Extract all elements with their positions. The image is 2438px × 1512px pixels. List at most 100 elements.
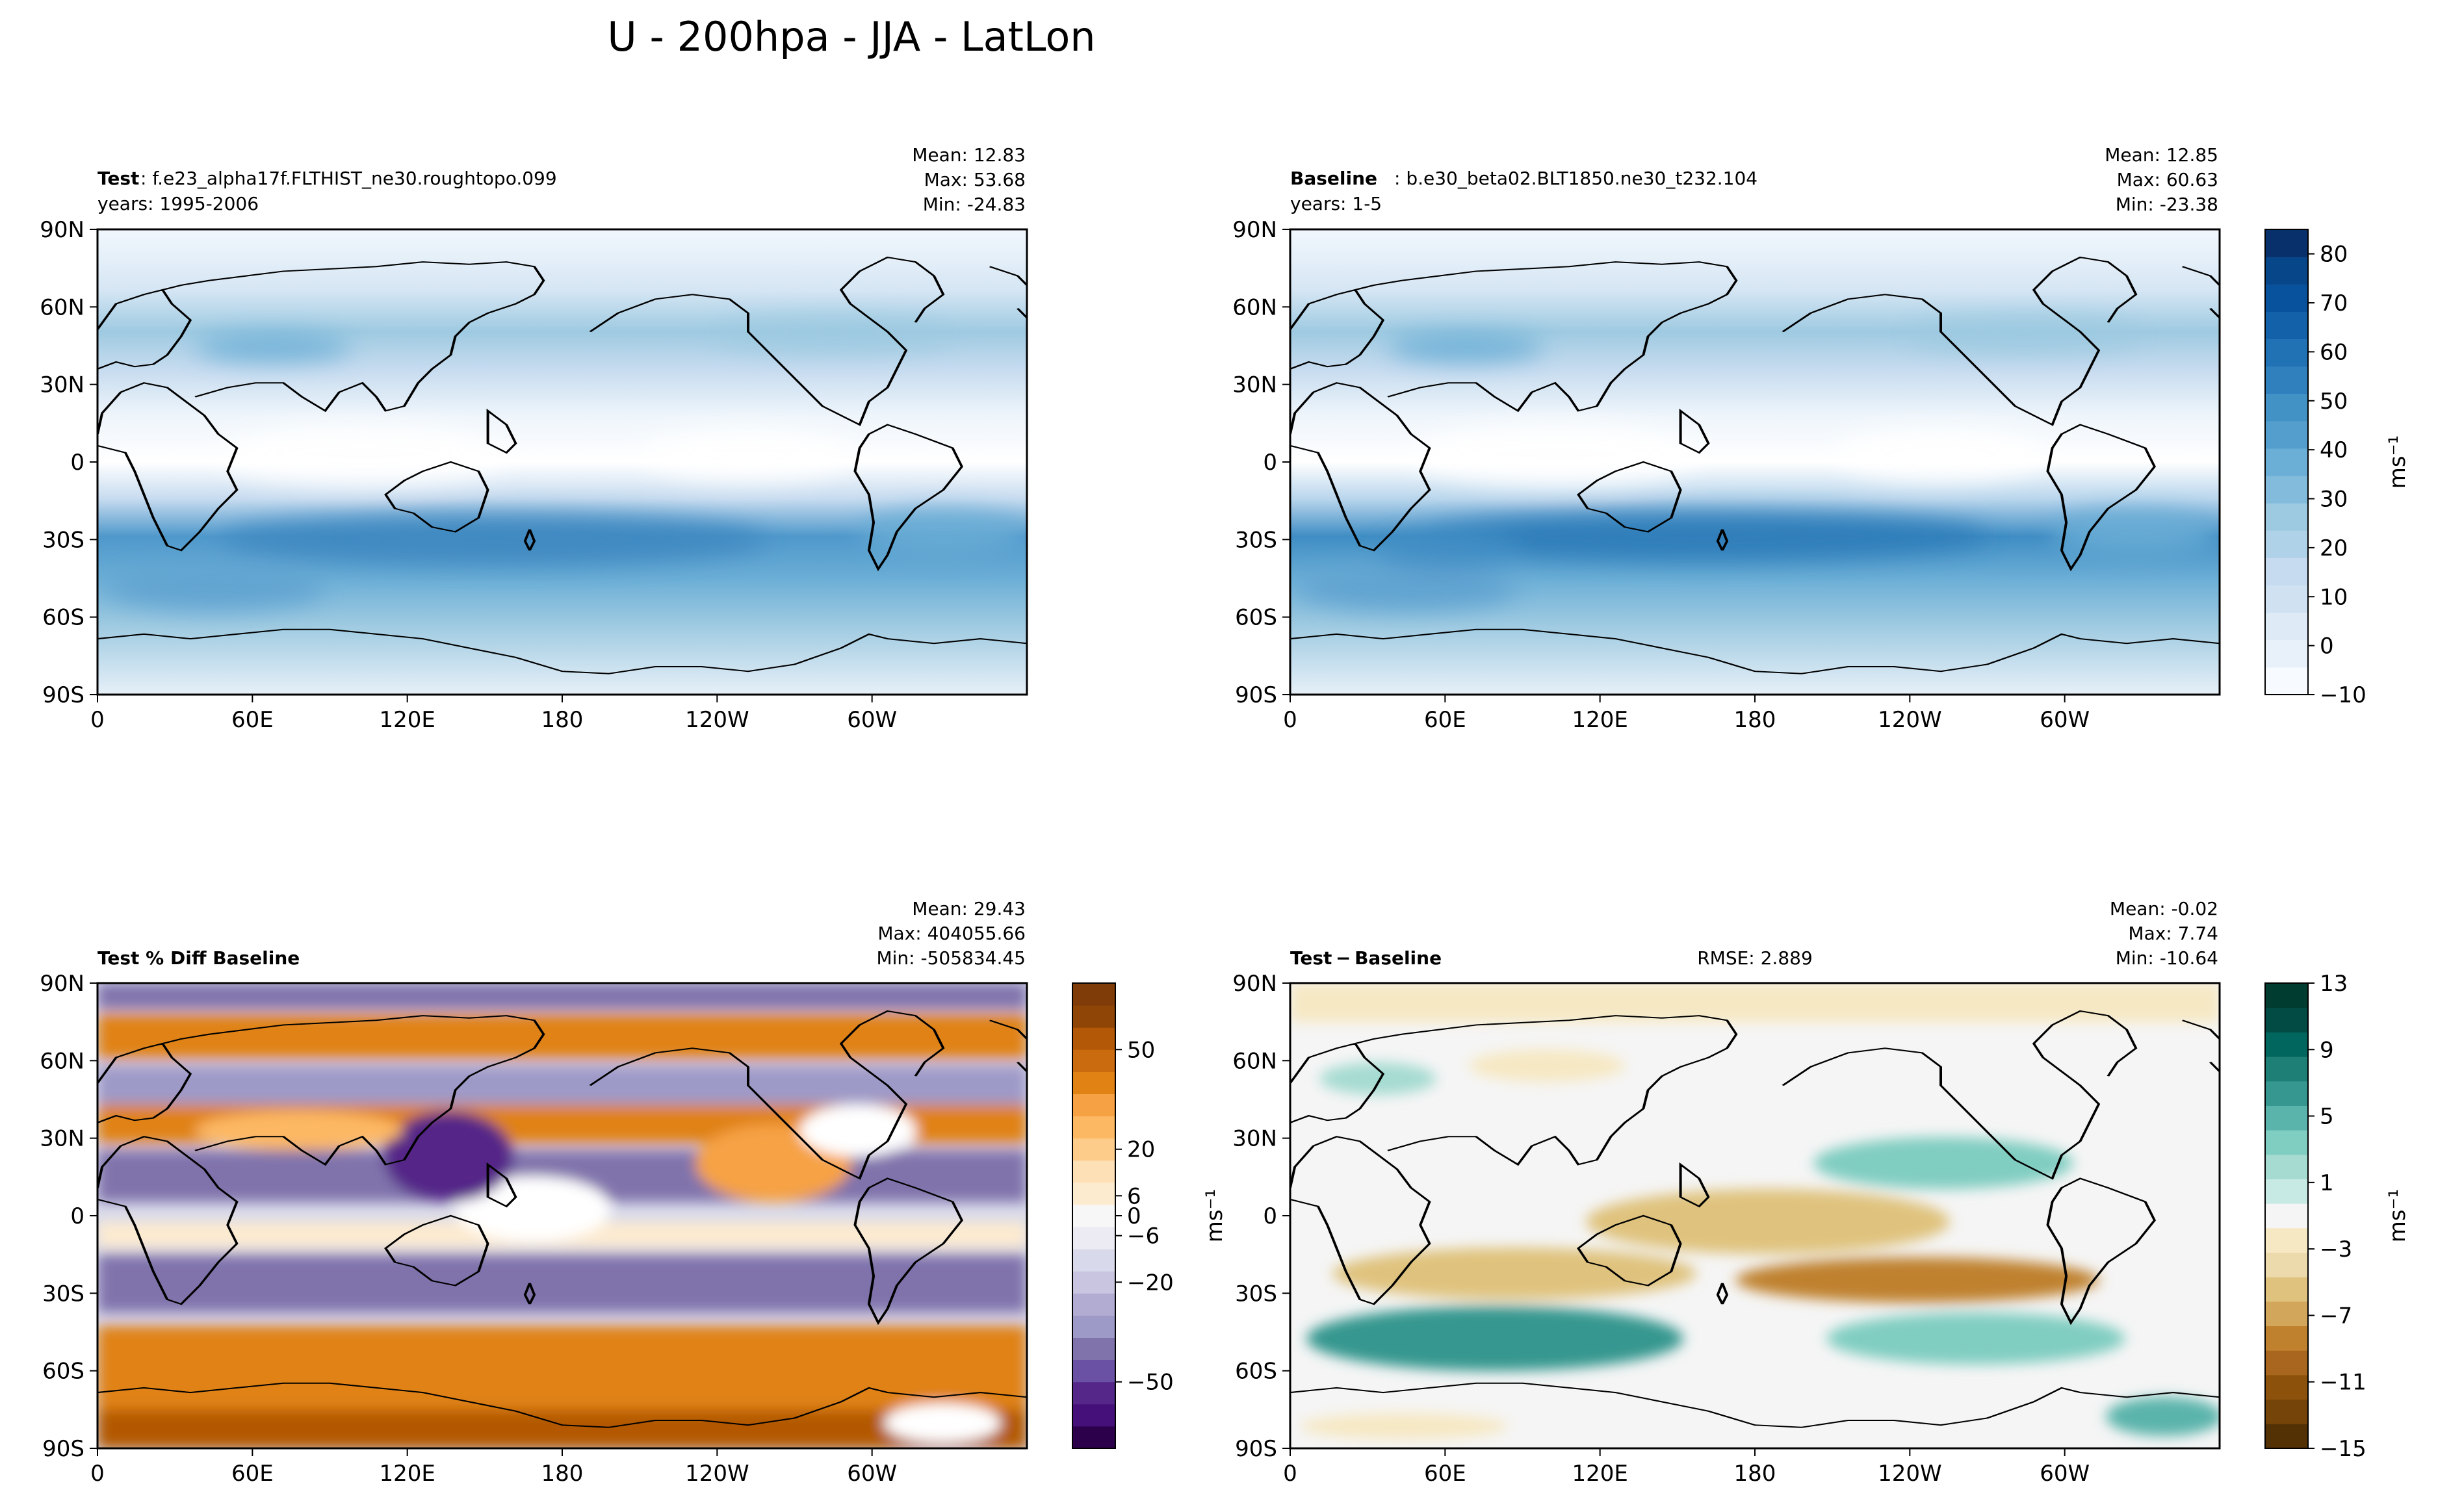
- panel-diff-rmse: RMSE: 2.889: [1697, 947, 1813, 969]
- y-tick-label: 30S: [42, 527, 84, 553]
- y-tick-label: 60N: [40, 1048, 84, 1074]
- panel-baseline-years: years: 1-5: [1290, 193, 1382, 214]
- colorbar-segment: [2265, 530, 2308, 558]
- colorbar-tick-label: 80: [2320, 242, 2348, 268]
- panel-diff-axes: 0 60E 120E 180 120W 60W 90N 60N 30N 0 30S 60S 90S: [1232, 971, 2090, 1487]
- y-tick-label: 60N: [40, 294, 84, 320]
- colorbar-segment: [1072, 1271, 1115, 1294]
- colorbar-tick-label: 30: [2320, 487, 2348, 513]
- panel-diff: Test − Baseline RMSE: 2.889 Mean: -0.02 …: [1232, 898, 2221, 1487]
- colorbar-segment: [2265, 667, 2308, 695]
- panel-pctdiff-axes: 0 60E 120E 180 120W 60W 90N 60N 30N 0 30S 60S 90S: [40, 971, 897, 1487]
- colorbar-tick-label: 40: [2320, 437, 2348, 463]
- panel-pctdiff: Test % Diff Baseline Mean: 29.43 Max: 40…: [40, 898, 1028, 1487]
- colorbar-segment: [1072, 1315, 1115, 1339]
- x-tick-label: 120W: [1878, 1461, 1942, 1487]
- colorbar-segment: [1072, 1116, 1115, 1139]
- colorbar-segment: [1072, 983, 1115, 1006]
- colorbar-segment: [2265, 284, 2308, 312]
- colorbar-segment: [1072, 1359, 1115, 1383]
- colorbar-segment: [1072, 1337, 1115, 1361]
- colorbar-segment: [2265, 1350, 2308, 1376]
- colorbar-segment: [1072, 1227, 1115, 1249]
- colorbar-tick-label: −3: [2320, 1237, 2352, 1262]
- x-tick-label: 60W: [847, 707, 897, 733]
- panel-test-mean: Mean: 12.83: [912, 144, 1026, 166]
- colorbar-segment: [1072, 1005, 1115, 1028]
- x-tick-label: 0: [1283, 1461, 1297, 1487]
- colorbar-tick-label: 9: [2320, 1037, 2334, 1063]
- y-tick-label: 30N: [40, 372, 84, 398]
- colorbar-label: ms⁻¹: [2385, 1189, 2411, 1242]
- x-tick-label: 180: [541, 1461, 584, 1487]
- panel-test-years: years: 1995-2006: [97, 193, 259, 214]
- panel-test-jet-core-sh: [221, 513, 767, 565]
- panel-pctdiff-max: Max: 404055.66: [877, 923, 1026, 944]
- colorbar-segment: [1072, 1027, 1115, 1050]
- x-tick-label: 60W: [2040, 707, 2090, 733]
- x-tick-label: 120E: [1572, 1461, 1627, 1487]
- y-tick-label: 90N: [1232, 217, 1277, 243]
- y-tick-label: 30S: [1235, 527, 1277, 553]
- panel-baseline-mean: Mean: 12.85: [2105, 144, 2218, 166]
- colorbar-tick-label: −11: [2320, 1370, 2367, 1396]
- panel-diff-min: Min: -10.64: [2116, 947, 2218, 969]
- panel-test-min: Min: -24.83: [923, 194, 1026, 215]
- y-tick-label: 30N: [40, 1126, 84, 1152]
- panel-test-title-text: : f.e23_alpha17f.FLTHIST_ne30.roughtopo.…: [140, 168, 557, 189]
- colorbar-segment: [1072, 1381, 1115, 1405]
- panel-test-axes: 0 60E 120E 180 120W 60W 90N 60N 30N 0 30S 60S 90S: [40, 217, 897, 733]
- colorbar-tick-label: −6: [1127, 1224, 1160, 1249]
- y-tick-label: 60S: [42, 1359, 84, 1385]
- colorbar-segment: [2265, 983, 2308, 1008]
- colorbar-tick-label: 50: [1127, 1037, 1155, 1063]
- panel-test-title-bold: Test: [97, 168, 139, 189]
- colorbar-tick-label: 1: [2320, 1170, 2334, 1196]
- y-tick-label: 60N: [1232, 294, 1277, 320]
- y-tick-label: 90N: [40, 217, 84, 243]
- colorbar-segment: [1072, 1182, 1115, 1205]
- colorbar-segment: [2265, 339, 2308, 367]
- panel-pctdiff-title: Test % Diff Baseline: [97, 947, 300, 969]
- panel-baseline: Baseline : b.e30_beta02.BLT1850.ne30_t23…: [1232, 144, 2221, 733]
- x-tick-label: 120W: [685, 707, 749, 733]
- colorbar-puor: 50 20 60−6 −20 −50 ms⁻¹: [1072, 982, 1228, 1449]
- colorbar-segment: [1072, 1138, 1115, 1161]
- colorbar-segment: [2265, 1057, 2308, 1082]
- x-tick-label: 180: [541, 707, 584, 733]
- colorbar-tick-label: 0: [1127, 1203, 1141, 1229]
- y-tick-label: 60S: [1235, 605, 1277, 631]
- x-tick-label: 180: [1734, 1461, 1776, 1487]
- y-tick-label: 60S: [1235, 1359, 1277, 1385]
- colorbar-label: ms⁻¹: [2385, 435, 2411, 489]
- x-tick-label: 0: [90, 707, 105, 733]
- colorbar-segment: [1072, 1094, 1115, 1117]
- y-tick-label: 90N: [1232, 971, 1277, 997]
- colorbar-segment: [2265, 257, 2308, 285]
- colorbar-segment: [2265, 1399, 2308, 1424]
- y-tick-label: 30N: [1232, 1126, 1277, 1152]
- colorbar-segment: [1072, 1071, 1115, 1094]
- panel-baseline-max: Max: 60.63: [2117, 169, 2218, 190]
- colorbar-tick-label: 60: [2320, 339, 2348, 365]
- colorbar-segment: [2265, 420, 2308, 449]
- colorbar-segment: [2265, 1081, 2308, 1106]
- y-tick-label: 0: [1263, 1203, 1277, 1229]
- y-tick-label: 90S: [1235, 682, 1277, 708]
- colorbar-segment: [2265, 557, 2308, 586]
- panel-test-max: Max: 53.68: [924, 169, 1026, 190]
- colorbar-tick-label: 20: [1127, 1137, 1155, 1163]
- colorbar-segment: [1072, 1049, 1115, 1072]
- panel-test: Test : f.e23_alpha17f.FLTHIST_ne30.rough…: [40, 144, 1028, 733]
- y-tick-label: 90S: [42, 1436, 84, 1462]
- colorbar-blues: 80 70 60 50 40 30 20 10 0 −10 ms⁻¹: [2264, 229, 2411, 708]
- panel-diff-mean: Mean: -0.02: [2110, 898, 2218, 919]
- panel-baseline-jet-core-sh: [1417, 511, 1989, 561]
- colorbar-tick-label: 50: [2320, 389, 2348, 415]
- x-tick-label: 120E: [1572, 707, 1627, 733]
- colorbar-segment: [2265, 1179, 2308, 1204]
- x-tick-label: 0: [1283, 707, 1297, 733]
- y-tick-label: 60S: [42, 605, 84, 631]
- y-tick-label: 60N: [1232, 1048, 1277, 1074]
